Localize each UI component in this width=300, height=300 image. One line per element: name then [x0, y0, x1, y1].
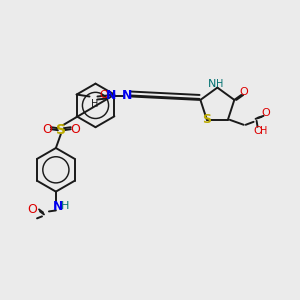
Text: N: N [208, 79, 217, 88]
Text: O: O [261, 108, 270, 118]
Text: N: N [122, 89, 132, 102]
Text: H: H [260, 126, 267, 136]
Text: O: O [253, 126, 262, 136]
Text: S: S [56, 123, 66, 137]
Text: N: N [106, 89, 116, 102]
Text: S: S [202, 113, 211, 126]
Text: H: H [91, 100, 98, 110]
Text: H: H [216, 79, 223, 88]
Text: O: O [42, 123, 52, 136]
Text: O: O [27, 203, 37, 216]
Text: O: O [240, 87, 249, 97]
Text: O: O [99, 89, 108, 100]
Text: N: N [53, 200, 63, 213]
Text: O: O [70, 123, 80, 136]
Text: H: H [61, 202, 69, 212]
